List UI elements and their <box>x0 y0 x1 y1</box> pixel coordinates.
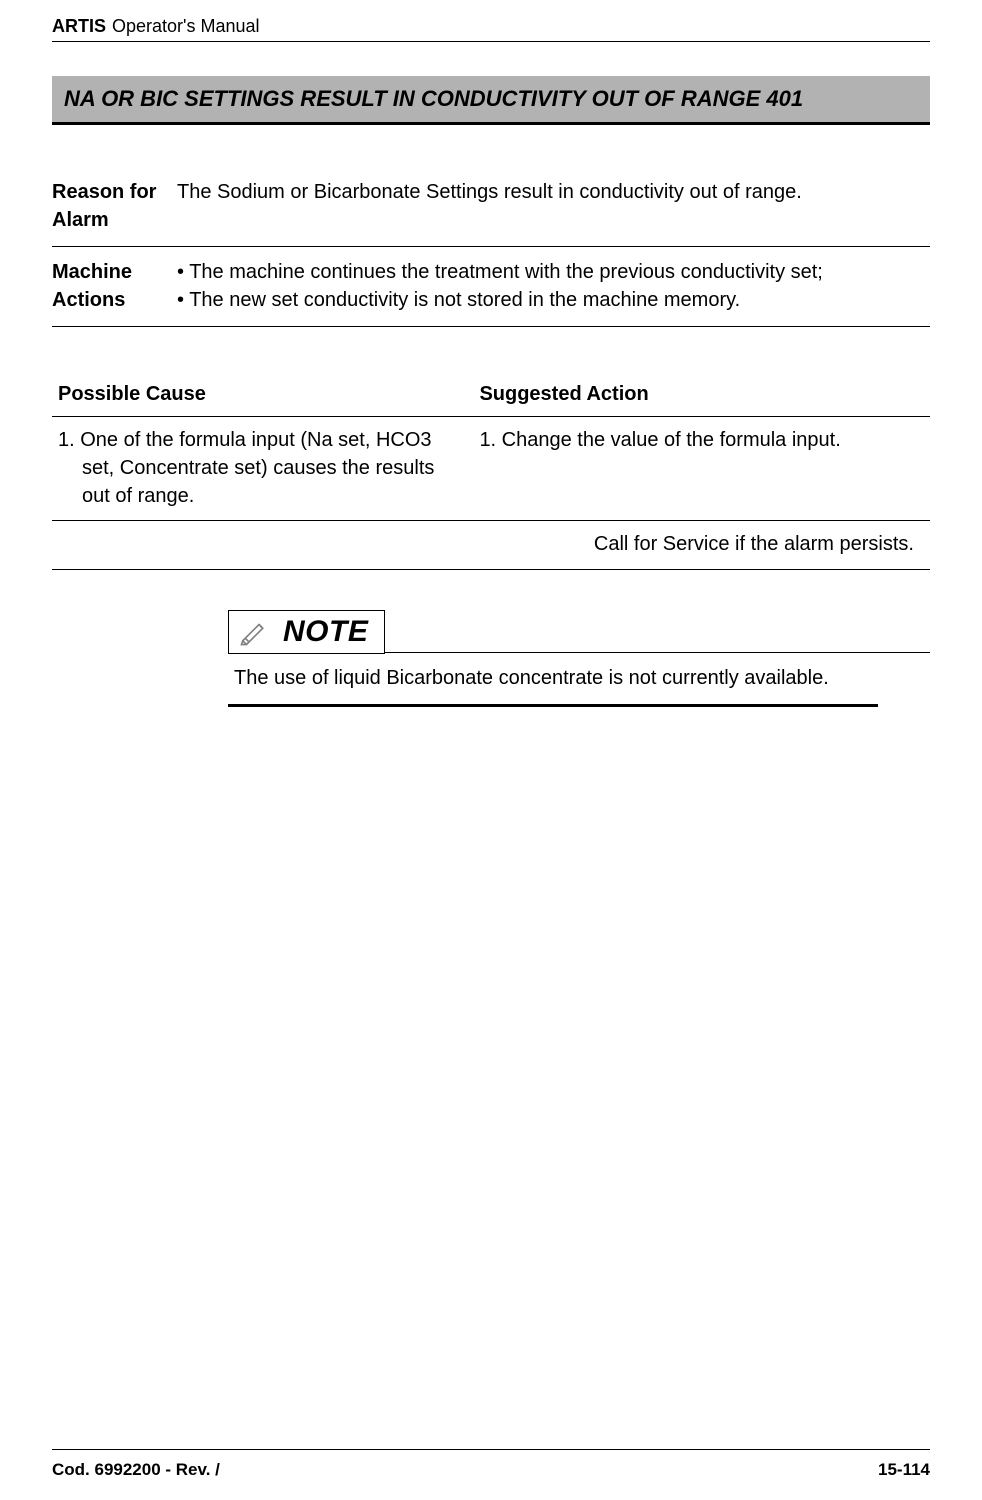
machine-actions-label: Machine Actions <box>52 247 177 327</box>
service-row: Call for Service if the alarm persists. <box>52 521 930 570</box>
page-footer: Cod. 6992200 - Rev. / 15-114 <box>52 1449 930 1480</box>
alarm-info-table: Reason for Alarm The Sodium or Bicarbona… <box>52 167 930 327</box>
pencil-icon <box>239 617 269 647</box>
manual-brand: ARTIS <box>52 16 106 37</box>
footer-code: Cod. 6992200 - Rev. / <box>52 1460 220 1480</box>
cause-header-row: Possible Cause Suggested Action <box>52 377 930 417</box>
machine-action-line-2: • The new set conductivity is not stored… <box>177 287 922 315</box>
machine-actions-row: Machine Actions • The machine continues … <box>52 247 930 327</box>
machine-actions-text: • The machine continues the treatment wi… <box>177 247 930 327</box>
reason-row: Reason for Alarm The Sodium or Bicarbona… <box>52 167 930 247</box>
cause-row-1: 1. One of the formula input (Na set, HCO… <box>52 417 930 521</box>
note-label: NOTE <box>283 615 368 649</box>
cause-1-text-inner: 1. One of the formula input (Na set, HCO… <box>58 427 465 510</box>
footer-page: 15-114 <box>878 1460 930 1480</box>
reason-label: Reason for Alarm <box>52 167 177 247</box>
action-1-text: 1. Change the value of the formula input… <box>473 417 930 521</box>
reason-text: The Sodium or Bicarbonate Settings resul… <box>177 167 930 247</box>
alarm-banner: NA OR BIC SETTINGS RESULT IN CONDUCTIVIT… <box>52 76 930 125</box>
note-text: The use of liquid Bicarbonate concentrat… <box>228 654 878 707</box>
machine-action-line-1: • The machine continues the treatment wi… <box>177 259 922 287</box>
note-rule <box>385 652 930 653</box>
service-text: Call for Service if the alarm persists. <box>52 521 930 570</box>
note-header: NOTE <box>228 610 930 654</box>
page-header: ARTIS Operator's Manual <box>52 16 930 42</box>
suggested-action-header: Suggested Action <box>473 377 930 417</box>
note-block: NOTE The use of liquid Bicarbonate conce… <box>228 610 930 707</box>
possible-cause-header: Possible Cause <box>52 377 473 417</box>
note-badge: NOTE <box>228 610 385 654</box>
cause-1-text: 1. One of the formula input (Na set, HCO… <box>52 417 473 521</box>
action-1-text-inner: 1. Change the value of the formula input… <box>479 427 922 455</box>
cause-action-table: Possible Cause Suggested Action 1. One o… <box>52 377 930 569</box>
manual-title: Operator's Manual <box>112 16 260 37</box>
